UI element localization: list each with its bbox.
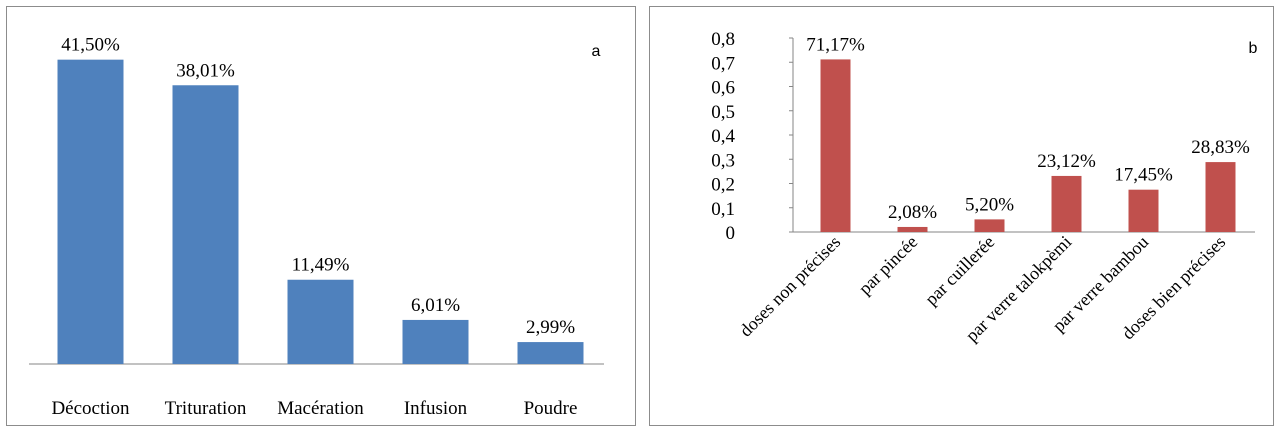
chart-b-svg: b 0 0,1 0,2 0,3 0,4 0,5 0,6 0,7 0,8 71,17% doses n… (711, 29, 1258, 345)
y-tick-label: 0,3 (711, 150, 735, 171)
data-label: 11,49% (292, 255, 350, 276)
data-label: 28,83% (1191, 137, 1250, 158)
data-label: 23,12% (1037, 151, 1096, 172)
x-tick-label: Trituration (165, 398, 247, 419)
panel-label-b: b (1249, 40, 1258, 57)
x-tick-label: Macération (277, 398, 364, 419)
chart-panel-a: a 41,50% Décoction 38,01% Trituration 11,49%… (6, 6, 636, 426)
data-label: 71,17% (806, 34, 865, 55)
y-tick-label: 0,4 (711, 126, 735, 147)
y-tick-label: 0,8 (711, 29, 735, 50)
bar (172, 85, 239, 364)
data-label: 2,08% (888, 202, 937, 223)
panel-label-a: a (592, 43, 601, 60)
x-tick-label: doses non précises (735, 232, 844, 341)
y-tick-label: 0 (726, 223, 736, 244)
x-tick-label: par pincée (855, 232, 922, 299)
data-label: 38,01% (176, 60, 235, 81)
y-tick-label: 0,2 (711, 175, 735, 196)
y-tick-label: 0,5 (711, 102, 735, 123)
bar (287, 279, 354, 364)
bar (974, 219, 1005, 232)
x-tick-label: par cuillerée (921, 232, 998, 309)
bar (1205, 162, 1236, 232)
chart-a-svg: a 41,50% Décoction 38,01% Trituration 11,49%… (29, 35, 604, 419)
bar (402, 319, 469, 364)
bar (57, 59, 124, 365)
y-tick-label: 0,6 (711, 78, 735, 99)
chart-panel-b: b 0 0,1 0,2 0,3 0,4 0,5 0,6 0,7 0,8 71,17% doses n… (649, 6, 1274, 426)
data-label: 2,99% (526, 317, 575, 338)
data-label: 41,50% (61, 35, 120, 56)
x-tick-label: Poudre (524, 398, 578, 419)
x-tick-label: Décoction (51, 398, 130, 419)
x-tick-label: Infusion (404, 398, 468, 419)
y-tick-label: 0,1 (711, 199, 735, 220)
data-label: 6,01% (411, 295, 460, 316)
bar (897, 226, 928, 232)
y-tick-label: 0,7 (711, 53, 735, 74)
bar (517, 342, 584, 364)
data-label: 17,45% (1114, 165, 1173, 186)
bar (820, 59, 851, 232)
bar (1128, 189, 1159, 232)
data-label: 5,20% (965, 194, 1014, 215)
bar (1051, 175, 1082, 232)
